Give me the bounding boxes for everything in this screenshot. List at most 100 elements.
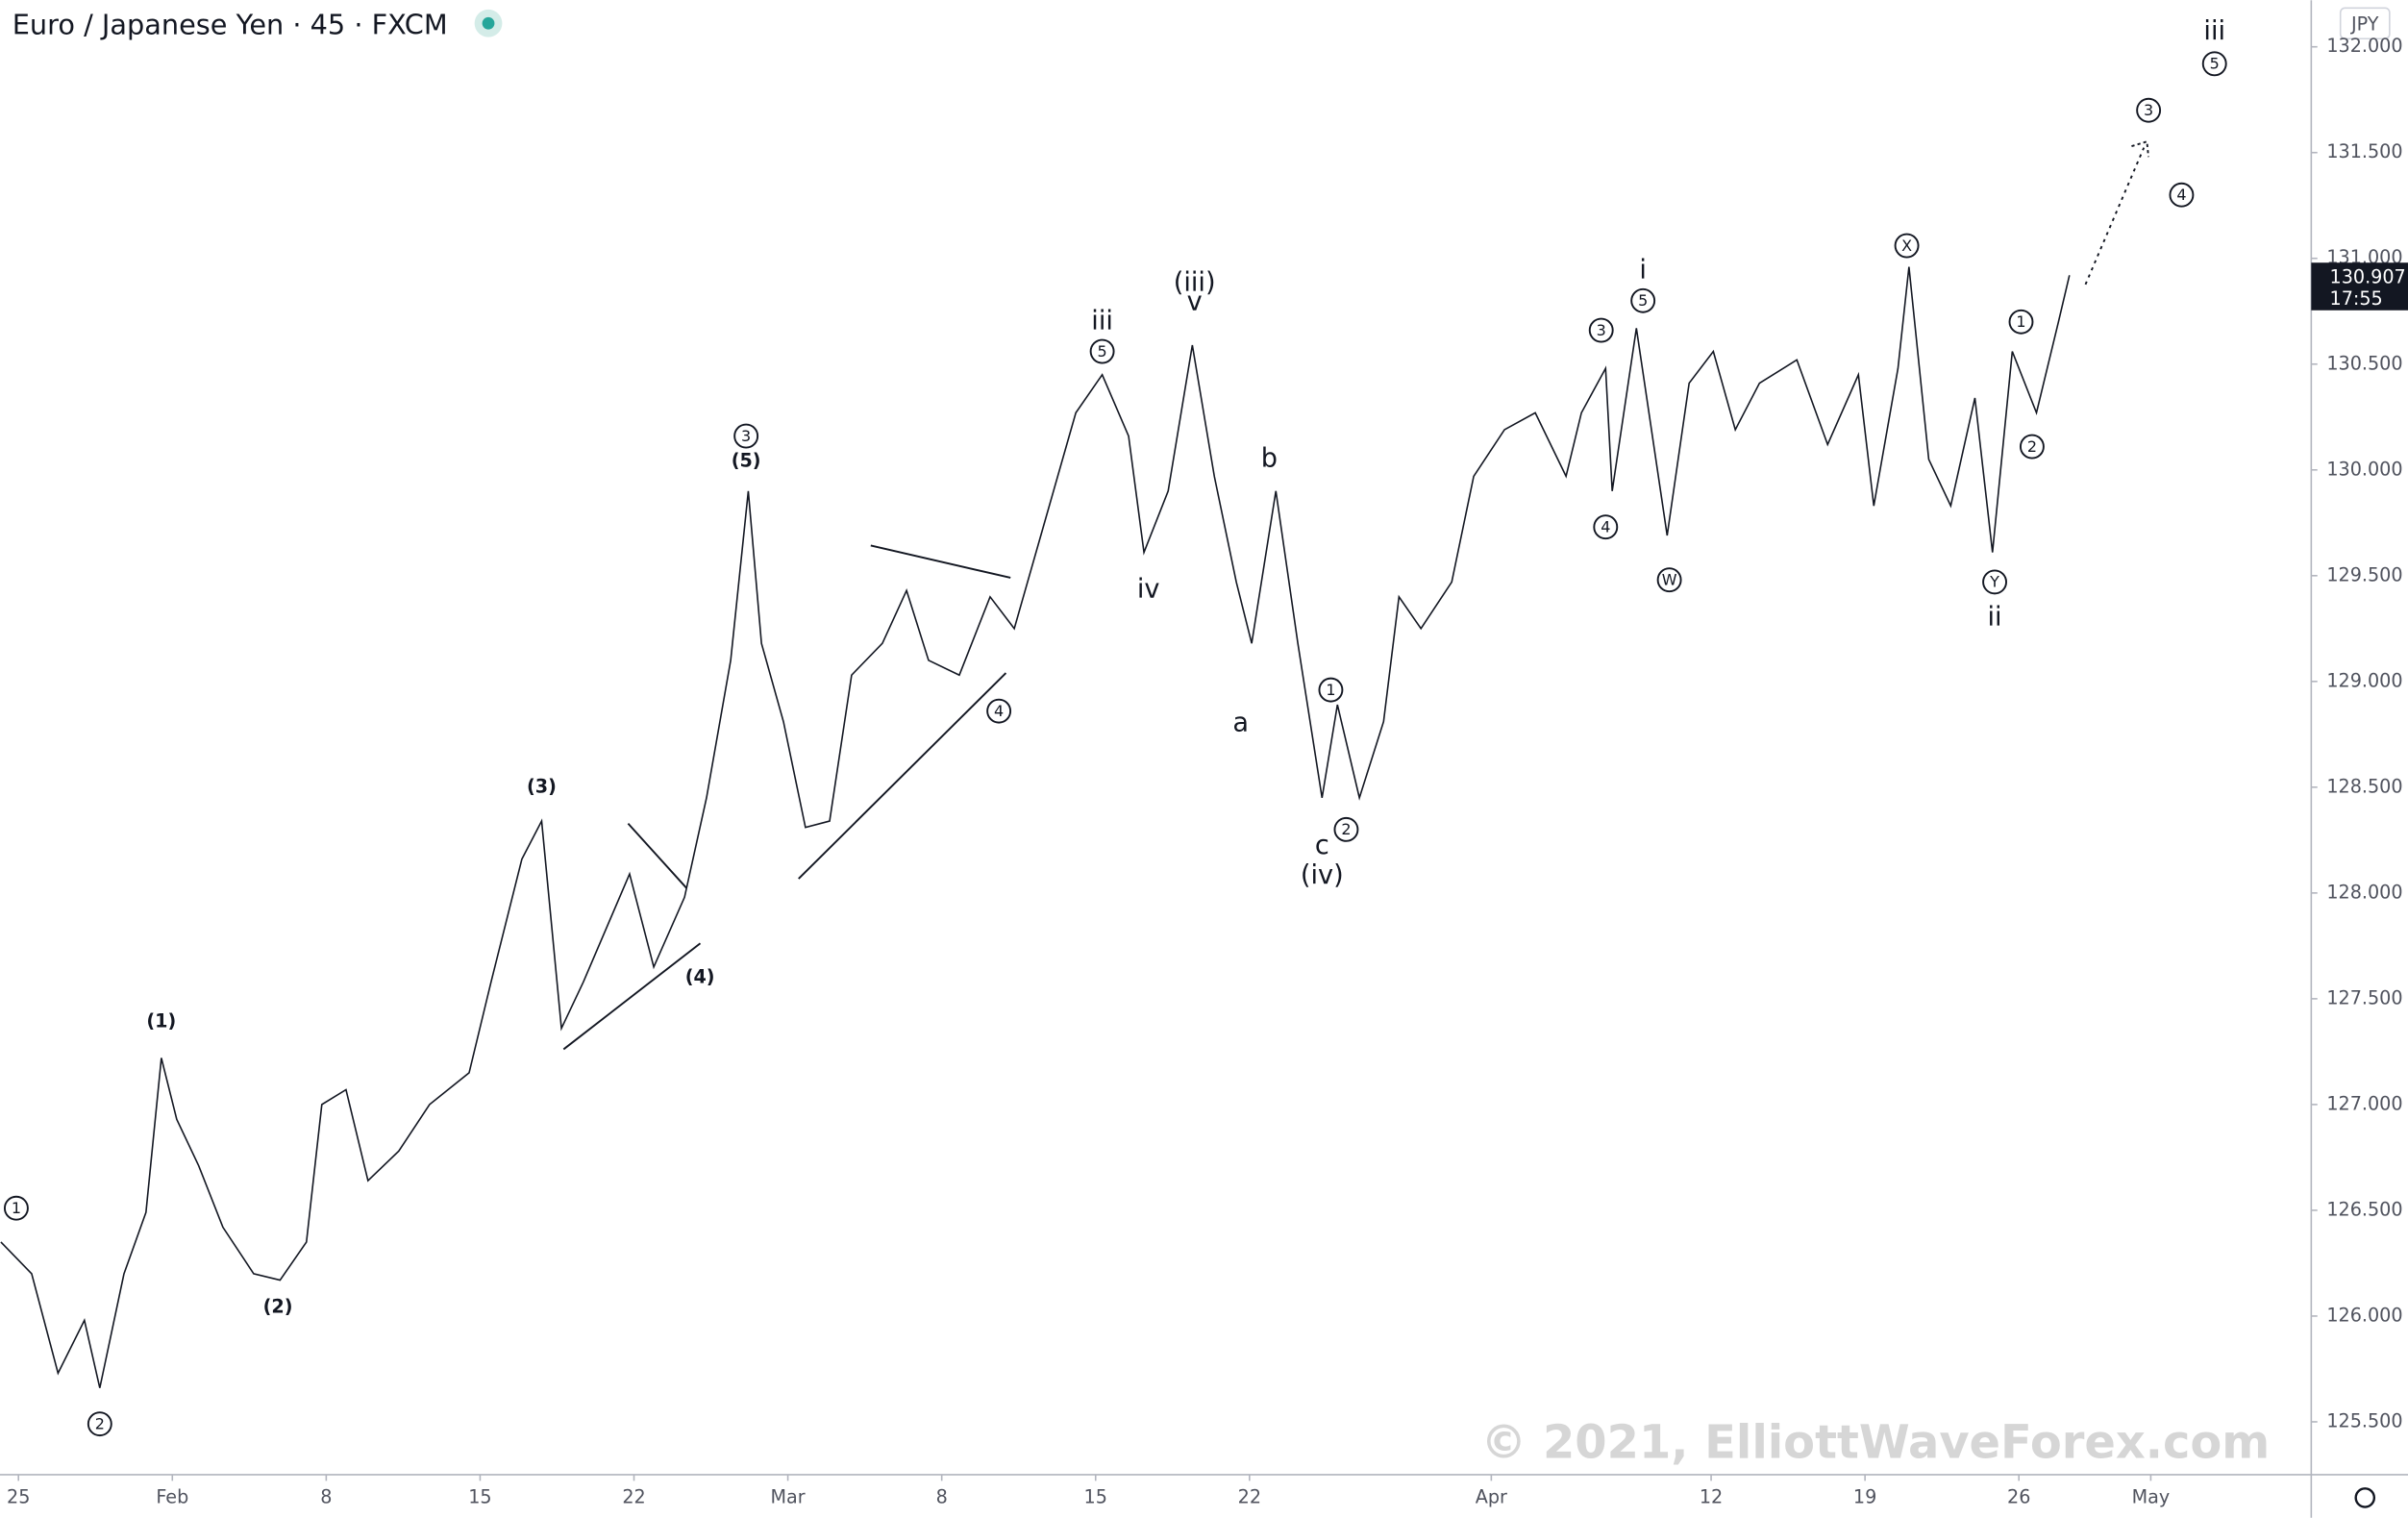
wave-label: 1	[1318, 677, 1344, 703]
last-price-box	[2311, 262, 2408, 311]
wave-text: iii	[1091, 306, 1113, 336]
wave-text: ii	[1988, 602, 2002, 632]
wave-label: (5)	[732, 449, 761, 471]
y-tick-label: 132.000	[2326, 35, 2402, 57]
wave-label: iv	[1137, 575, 1160, 605]
wave-text: 1	[12, 1199, 21, 1217]
projection-arrow	[2084, 147, 2146, 286]
wave-circle	[986, 698, 1012, 724]
wave-circle	[2136, 97, 2162, 123]
wave-text: 5	[1638, 291, 1648, 310]
last-price-label: 130.907	[2330, 266, 2406, 288]
trend-line	[562, 942, 702, 1051]
wave-text: 3	[2144, 101, 2153, 119]
x-tick-label: Mar	[771, 1485, 806, 1507]
wave-label: c	[1315, 831, 1329, 860]
wave-text: 1	[1326, 681, 1335, 699]
wave-label: i	[1639, 255, 1647, 285]
trend-line	[870, 544, 1011, 579]
wave-circle	[87, 1411, 112, 1437]
wave-circle	[1656, 567, 1682, 593]
wave-label: 4	[2169, 182, 2195, 208]
wave-label: 2	[2019, 434, 2045, 460]
wave-text: (5)	[732, 449, 761, 471]
x-tick-label: 26	[2007, 1485, 2030, 1507]
y-tick-label: 129.500	[2326, 563, 2402, 585]
wave-label: (4)	[685, 965, 715, 987]
wave-circle	[1894, 233, 1920, 259]
wave-label: W	[1656, 567, 1682, 593]
y-tick-label: 128.500	[2326, 775, 2402, 797]
wave-label: a	[1232, 708, 1249, 737]
chart-title: Euro / Japanese Yen · 45 · FXCM	[12, 8, 448, 40]
x-tick-label: Apr	[1476, 1485, 1507, 1507]
wave-text: W	[1662, 571, 1677, 589]
wave-label: 5	[1630, 287, 1656, 313]
wave-text: (iii)	[1174, 268, 1216, 298]
wave-label: 4	[1593, 514, 1619, 540]
y-tick-label: 127.000	[2326, 1092, 2402, 1114]
wave-text: Y	[1989, 573, 1999, 591]
wave-label: (iv)	[1301, 860, 1344, 890]
countdown-label: 17:55	[2330, 287, 2383, 310]
y-tick-label: 131.500	[2326, 140, 2402, 162]
wave-text: v	[1187, 286, 1203, 316]
wave-label: iii	[2203, 16, 2225, 46]
wave-circle	[2169, 182, 2195, 208]
wave-label: 3	[733, 423, 759, 449]
settings-icon[interactable]	[2354, 1487, 2376, 1508]
wave-text: (2)	[263, 1296, 293, 1318]
wave-label: 1	[3, 1195, 29, 1221]
wave-circle	[2201, 51, 2227, 77]
wave-text: 4	[1601, 517, 1610, 535]
wave-text: 4	[2176, 186, 2186, 204]
wave-text: 2	[1341, 820, 1351, 838]
wave-text: i	[1639, 255, 1647, 285]
wave-label: 3	[1588, 317, 1614, 343]
wave-text: X	[1901, 236, 1912, 255]
wave-label: 5	[1089, 338, 1115, 364]
wave-text: (1)	[146, 1010, 176, 1033]
wave-circle	[2019, 434, 2045, 460]
wave-text: 1	[2016, 312, 2025, 331]
wave-text: 4	[994, 702, 1004, 720]
wave-label: b	[1261, 443, 1278, 473]
x-tick-label: 8	[936, 1485, 948, 1507]
y-tick-label: 125.500	[2326, 1409, 2402, 1431]
wave-label: 3	[2136, 97, 2162, 123]
status-dot	[482, 16, 495, 30]
wave-circle	[733, 423, 759, 449]
wave-label: ii	[1988, 602, 2002, 632]
wave-text: (iv)	[1301, 860, 1344, 890]
wave-circle	[1982, 569, 2007, 595]
wave-label: iii	[1091, 306, 1113, 336]
wave-text: iv	[1137, 575, 1160, 605]
wave-circle	[1318, 677, 1344, 703]
wave-label: v	[1187, 286, 1203, 316]
y-tick-label: 127.500	[2326, 986, 2402, 1008]
wave-text: iii	[2203, 16, 2225, 46]
y-tick-label: 128.000	[2326, 881, 2402, 903]
currency-box	[2339, 7, 2391, 40]
y-tick-label: 130.500	[2326, 352, 2402, 374]
x-tick-label: Feb	[156, 1485, 188, 1507]
wave-text: 3	[741, 427, 751, 445]
wave-circle	[1630, 287, 1656, 313]
trend-line	[798, 672, 1007, 880]
watermark: © 2021, ElliottWaveForex.com	[1480, 1417, 2270, 1470]
wave-text: a	[1232, 708, 1249, 737]
wave-label: 2	[1333, 816, 1359, 842]
y-tick-label: 129.000	[2326, 669, 2402, 691]
wave-text: 2	[2027, 437, 2037, 456]
y-tick-label: 126.000	[2326, 1304, 2402, 1326]
x-tick-label: 22	[1238, 1485, 1261, 1507]
settings-gear[interactable]	[2354, 1487, 2376, 1508]
trend-lines	[562, 140, 2149, 1051]
wave-circle	[1089, 338, 1115, 364]
x-tick-label: 12	[1700, 1485, 1723, 1507]
currency-label: JPY	[2350, 12, 2379, 35]
arrow-head	[2131, 140, 2149, 158]
wave-text: 5	[2210, 55, 2220, 73]
